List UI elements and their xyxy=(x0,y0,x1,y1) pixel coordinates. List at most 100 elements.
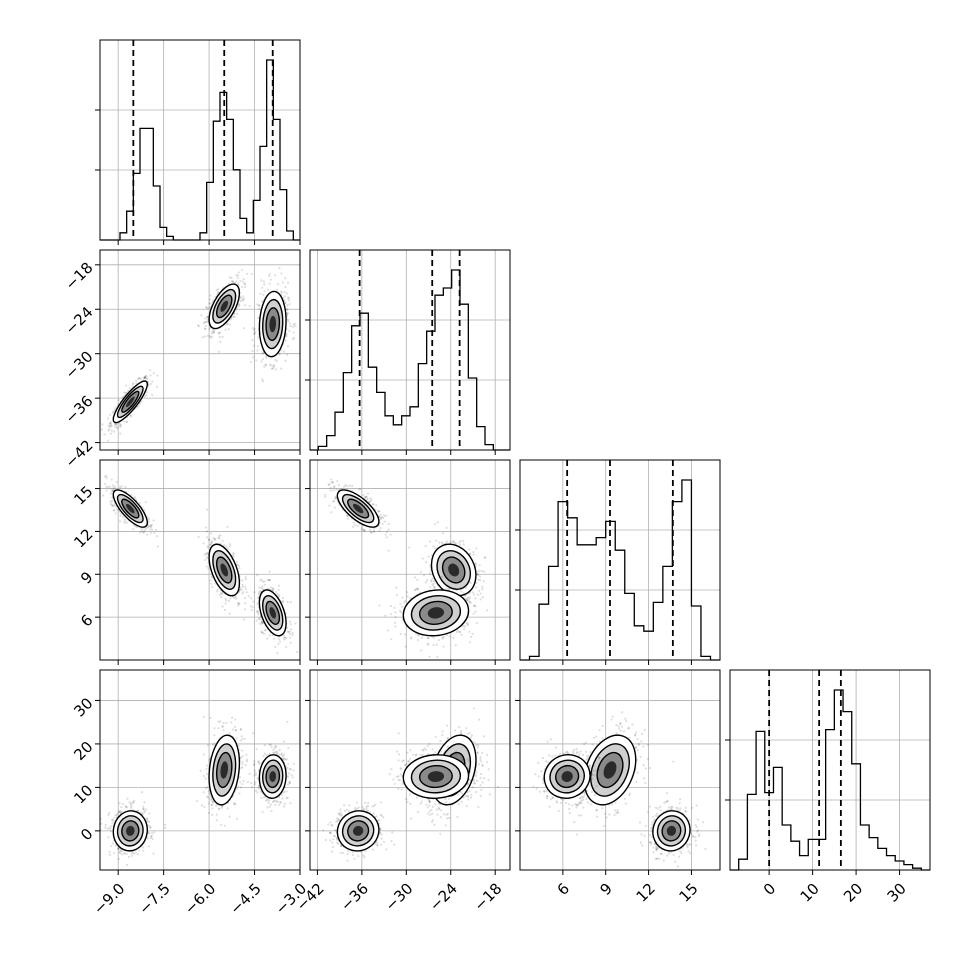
sample-point xyxy=(432,643,435,647)
sample-point xyxy=(288,632,292,635)
sample-point xyxy=(273,637,276,640)
sample-point xyxy=(110,489,114,493)
sample-point xyxy=(108,853,111,856)
sample-point xyxy=(109,500,112,503)
sample-point xyxy=(233,597,236,600)
sample-point xyxy=(211,330,214,333)
sample-point xyxy=(479,592,482,595)
sample-point xyxy=(149,369,152,372)
sample-point xyxy=(277,588,280,591)
sample-point xyxy=(389,533,392,536)
sample-point xyxy=(227,599,231,603)
histogram-panel-4 xyxy=(725,669,931,875)
sample-point xyxy=(261,352,264,355)
sample-point xyxy=(289,641,292,644)
sample-point xyxy=(282,636,286,639)
sample-point xyxy=(244,602,247,605)
sample-point xyxy=(200,314,203,317)
sample-point xyxy=(209,302,212,305)
sample-point xyxy=(242,590,245,594)
histogram-series xyxy=(100,59,300,241)
sample-point xyxy=(285,353,289,356)
sample-point xyxy=(291,338,294,341)
sample-point xyxy=(394,625,397,628)
sample-point xyxy=(428,572,432,575)
sample-point xyxy=(244,578,248,581)
sample-point xyxy=(273,364,276,367)
sample-point xyxy=(109,423,112,426)
sample-point xyxy=(237,271,240,274)
sample-point xyxy=(276,592,279,596)
sample-point xyxy=(228,543,231,546)
sample-point xyxy=(394,616,397,619)
sample-point xyxy=(387,549,390,552)
sample-point xyxy=(448,635,451,638)
sample-point xyxy=(476,572,479,576)
sample-point xyxy=(149,374,152,377)
sample-point xyxy=(130,493,133,497)
sample-point xyxy=(463,628,466,631)
sample-point xyxy=(110,500,114,503)
sample-point xyxy=(438,541,441,544)
sample-point xyxy=(219,340,222,344)
sample-point xyxy=(455,631,458,634)
sample-point xyxy=(204,317,207,320)
sample-point xyxy=(115,480,118,483)
sample-point xyxy=(262,280,265,283)
sample-point xyxy=(205,556,208,559)
sample-point xyxy=(259,579,262,582)
sample-point xyxy=(448,587,451,590)
sample-point xyxy=(253,591,256,594)
sample-point xyxy=(112,430,116,433)
sample-point xyxy=(110,424,113,427)
sample-point xyxy=(149,382,153,386)
sample-point xyxy=(288,636,292,639)
sample-point xyxy=(431,584,434,587)
sample-point xyxy=(150,526,153,529)
sample-point xyxy=(121,516,124,519)
sample-point xyxy=(243,285,247,289)
sample-point xyxy=(204,324,208,328)
sample-point xyxy=(217,332,221,335)
scatter-panel-3-2 xyxy=(305,459,511,665)
sample-point xyxy=(444,542,448,545)
sample-point xyxy=(390,637,393,641)
sample-point xyxy=(465,599,469,602)
sample-point xyxy=(228,612,231,615)
sample-point xyxy=(275,359,278,363)
sample-point xyxy=(481,596,485,599)
sample-point xyxy=(420,636,424,640)
sample-point xyxy=(221,335,224,339)
sample-point xyxy=(245,591,248,594)
sample-point xyxy=(284,339,287,342)
sample-point xyxy=(118,520,122,523)
sample-point xyxy=(251,349,254,353)
sample-point xyxy=(221,592,224,595)
sample-point xyxy=(144,500,147,504)
sample-point xyxy=(239,279,242,282)
sample-point xyxy=(269,278,273,281)
sample-point xyxy=(271,367,274,370)
sample-point xyxy=(206,557,209,560)
sample-point xyxy=(393,621,397,624)
sample-point xyxy=(261,300,264,303)
sample-point xyxy=(258,304,261,307)
sample-point xyxy=(283,290,286,294)
panel-frame xyxy=(99,39,301,241)
sample-point xyxy=(362,493,365,497)
sample-point xyxy=(222,543,226,547)
sample-point xyxy=(371,503,375,506)
sample-point xyxy=(115,814,118,817)
sample-point xyxy=(145,377,148,380)
sample-point xyxy=(278,594,281,597)
sample-point xyxy=(241,298,245,301)
sample-point xyxy=(143,376,146,379)
sample-point xyxy=(472,593,476,596)
sample-point xyxy=(365,495,368,498)
sample-point xyxy=(459,630,462,634)
sample-point xyxy=(416,578,419,581)
sample-point xyxy=(260,621,264,624)
sample-point xyxy=(256,602,259,606)
sample-point xyxy=(449,541,452,544)
sample-point xyxy=(210,335,213,338)
